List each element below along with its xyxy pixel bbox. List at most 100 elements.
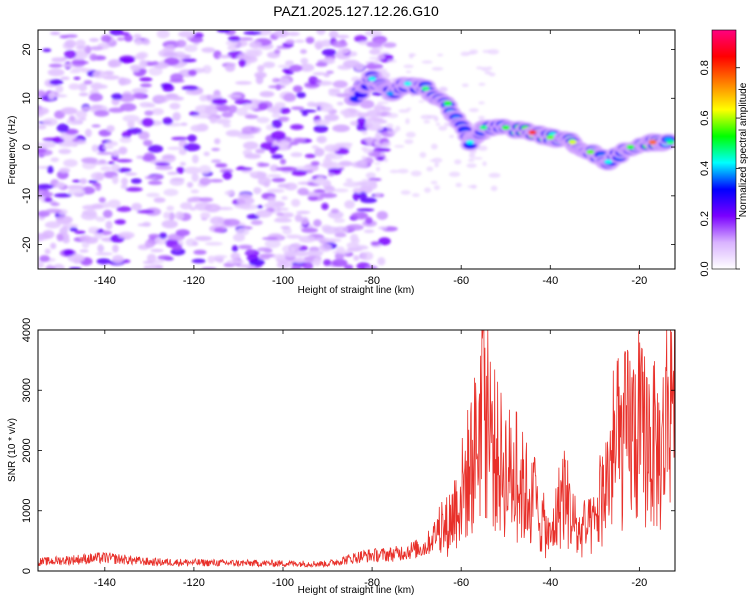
noise-blob — [184, 44, 198, 53]
noise-blob — [236, 227, 250, 236]
noise-blob — [469, 49, 479, 55]
noise-blob — [42, 230, 55, 239]
noise-blob — [158, 49, 174, 58]
noise-blob — [259, 91, 275, 98]
noise-blob — [478, 101, 485, 105]
noise-blob — [375, 68, 388, 72]
noise-blob — [121, 177, 129, 186]
noise-blob — [224, 190, 234, 196]
snr-series-line — [38, 330, 675, 568]
noise-blob — [97, 244, 104, 253]
noise-blob — [404, 139, 414, 145]
noise-blob — [357, 191, 368, 200]
noise-blob — [477, 145, 488, 151]
noise-blob — [419, 152, 427, 158]
y-tick-label: 4000 — [21, 318, 33, 342]
noise-blob — [157, 255, 172, 261]
noise-blob — [356, 208, 375, 212]
noise-blob — [306, 101, 316, 108]
noise-blob — [119, 103, 137, 112]
noise-blob — [406, 107, 412, 111]
noise-blob — [83, 80, 93, 85]
noise-blob — [261, 236, 279, 241]
signal-peak — [443, 100, 452, 106]
noise-blob — [324, 185, 335, 193]
noise-blob — [118, 146, 128, 155]
noise-blob — [246, 50, 260, 58]
noise-blob — [275, 167, 292, 172]
noise-blob — [330, 208, 340, 214]
noise-blob — [238, 58, 247, 68]
noise-blob — [353, 255, 360, 261]
noise-blob — [148, 66, 163, 76]
noise-blob — [366, 62, 376, 71]
noise-blob — [96, 151, 113, 155]
noise-blob — [100, 165, 112, 172]
noise-blob — [375, 166, 381, 172]
signal-peak — [421, 86, 430, 91]
x-tick-label: -100 — [272, 275, 294, 287]
noise-blob — [55, 85, 64, 93]
noise-blob — [74, 230, 86, 235]
colorbar-tick-label: 0.8 — [699, 60, 711, 75]
noise-blob — [89, 38, 100, 42]
noise-blob — [246, 249, 255, 254]
noise-blob — [78, 92, 89, 97]
noise-blob — [241, 125, 259, 135]
noise-blob — [324, 114, 339, 122]
noise-blob — [244, 153, 261, 159]
noise-blob — [323, 157, 333, 167]
noise-blob — [291, 169, 308, 177]
noise-blob — [90, 46, 104, 51]
noise-blob — [291, 242, 302, 250]
noise-blob — [187, 198, 200, 203]
noise-blob — [236, 196, 255, 205]
noise-blob — [273, 30, 289, 38]
noise-blob — [122, 114, 140, 123]
noise-blob — [360, 251, 374, 261]
noise-blob — [210, 216, 224, 225]
noise-blob — [51, 58, 66, 63]
noise-blob — [53, 193, 72, 198]
noise-blob — [290, 152, 303, 158]
noise-blob — [161, 154, 176, 163]
noise-blob — [394, 144, 405, 148]
noise-blob — [119, 137, 132, 143]
signal-peak — [648, 139, 657, 145]
noise-blob — [316, 30, 326, 36]
noise-blob — [186, 181, 194, 188]
noise-blob — [42, 137, 61, 142]
noise-blob — [319, 192, 338, 199]
noise-blob — [436, 122, 441, 126]
noise-blob — [278, 77, 291, 87]
noise-blob — [98, 159, 107, 163]
x-tick-label: -60 — [453, 275, 469, 287]
signal-peak — [385, 91, 394, 96]
noise-blob — [366, 109, 382, 118]
noise-blob — [81, 157, 98, 164]
noise-blob — [383, 158, 389, 163]
noise-blob — [300, 57, 309, 65]
noise-blob — [239, 37, 254, 41]
noise-blob — [192, 241, 199, 246]
noise-blob — [60, 107, 78, 115]
noise-blob — [56, 123, 69, 133]
noise-blob — [350, 233, 359, 242]
noise-blob — [243, 141, 259, 150]
noise-blob — [40, 191, 54, 198]
signal-peak — [528, 130, 537, 135]
noise-blob — [361, 179, 371, 182]
noise-blob — [255, 75, 264, 85]
noise-blob — [272, 77, 280, 83]
noise-blob — [172, 51, 186, 59]
noise-blob — [75, 45, 88, 50]
signal-peak — [479, 125, 488, 130]
noise-blob — [325, 153, 344, 160]
noise-blob — [226, 259, 245, 265]
noise-blob — [204, 203, 221, 213]
noise-blob — [382, 42, 397, 48]
noise-blob — [278, 140, 290, 150]
spectrogram-y-axis-label: Frequency (Hz) — [7, 116, 18, 185]
noise-blob — [88, 93, 103, 102]
